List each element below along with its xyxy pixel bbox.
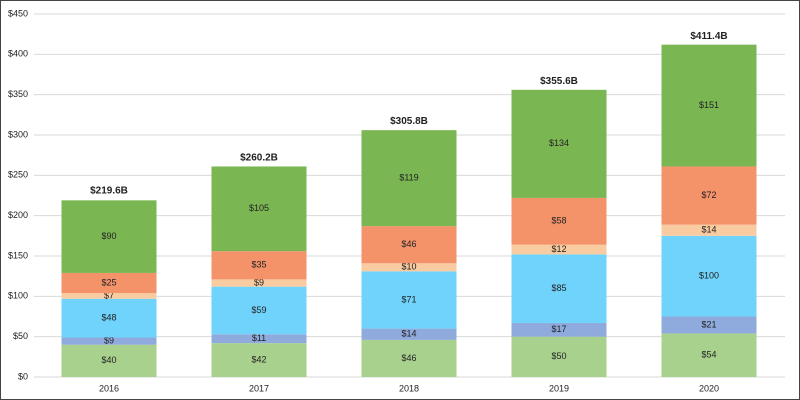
y-tick-label: $350 (8, 89, 28, 99)
bar-segment (361, 328, 457, 340)
y-tick-label: $200 (8, 210, 28, 220)
value-label: $85 (551, 283, 566, 293)
value-label: $46 (401, 353, 416, 363)
y-tick-label: $250 (8, 170, 28, 180)
value-label: $151 (699, 100, 719, 110)
value-label: $9 (254, 277, 264, 287)
bar-segment (361, 271, 457, 329)
x-tick-label: 2017 (249, 383, 269, 393)
y-tick-label: $300 (8, 129, 28, 139)
bar-segment (361, 339, 457, 377)
bar-segment (61, 344, 157, 377)
bar-segment (211, 279, 307, 287)
value-label: $46 (401, 239, 416, 249)
bar-segment (211, 286, 307, 335)
y-tick-label: $400 (8, 49, 28, 59)
bar-segment (61, 293, 157, 299)
y-tick-label: $50 (13, 331, 28, 341)
value-label: $134 (549, 138, 569, 148)
bar-segment (511, 197, 607, 245)
bar-segment (511, 244, 607, 255)
value-label: $58 (551, 216, 566, 226)
total-label: $411.4B (690, 31, 727, 42)
value-label: $11 (252, 333, 266, 343)
bar-segment (361, 226, 457, 264)
bar-segment (211, 251, 307, 280)
y-tick-label: $0 (18, 371, 28, 381)
bar-segment (361, 130, 457, 227)
total-label: $305.8B (390, 116, 428, 127)
total-label: $219.6B (90, 185, 128, 196)
y-tick-label: $100 (8, 291, 28, 301)
bar-segment (661, 224, 757, 236)
value-label: $12 (551, 244, 566, 254)
bar-segment (61, 200, 157, 273)
value-label: $35 (251, 260, 266, 270)
value-label: $40 (101, 355, 116, 365)
y-tick-label: $150 (8, 250, 28, 260)
value-label: $25 (101, 277, 116, 287)
bar-segment (661, 235, 757, 317)
value-label: $50 (551, 351, 566, 361)
bar-segment (61, 337, 157, 345)
bar-segment (511, 322, 607, 337)
bar-segment (61, 298, 157, 338)
bar-segment (361, 263, 457, 272)
bar-segment (511, 336, 607, 377)
x-tick-label: 2016 (99, 383, 119, 393)
y-tick-label: $450 (8, 8, 28, 18)
bar-segment (211, 166, 307, 252)
bar-segment (211, 343, 307, 377)
bar-segment (661, 316, 757, 334)
value-label: $17 (551, 324, 566, 334)
bar-segment (661, 166, 757, 225)
value-label: $71 (401, 294, 416, 304)
x-tick-label: 2020 (699, 383, 719, 393)
value-label: $14 (701, 225, 716, 235)
value-label: $54 (701, 350, 716, 360)
value-label: $119 (399, 173, 418, 183)
bar-segment (661, 333, 757, 377)
x-tick-label: 2018 (399, 383, 419, 393)
total-label: $355.6B (540, 76, 578, 87)
value-label: $42 (251, 354, 266, 364)
bar-segment (211, 334, 307, 344)
total-label: $260.2B (240, 153, 278, 164)
value-label: $9 (104, 335, 114, 345)
value-label: $14 (401, 329, 416, 339)
bar-segment (511, 89, 607, 198)
bar-segment (61, 272, 157, 294)
bar-segment (511, 254, 607, 323)
x-tick-label: 2019 (549, 383, 569, 393)
value-label: $100 (699, 271, 719, 281)
value-label: $10 (401, 262, 416, 272)
value-label: $21 (701, 319, 716, 329)
value-label: $48 (101, 312, 116, 322)
value-label: $7 (104, 290, 114, 300)
value-label: $72 (701, 190, 716, 200)
value-label: $105 (249, 203, 269, 213)
value-label: $90 (101, 231, 116, 241)
bar-segment (661, 44, 757, 167)
value-label: $59 (251, 305, 266, 315)
